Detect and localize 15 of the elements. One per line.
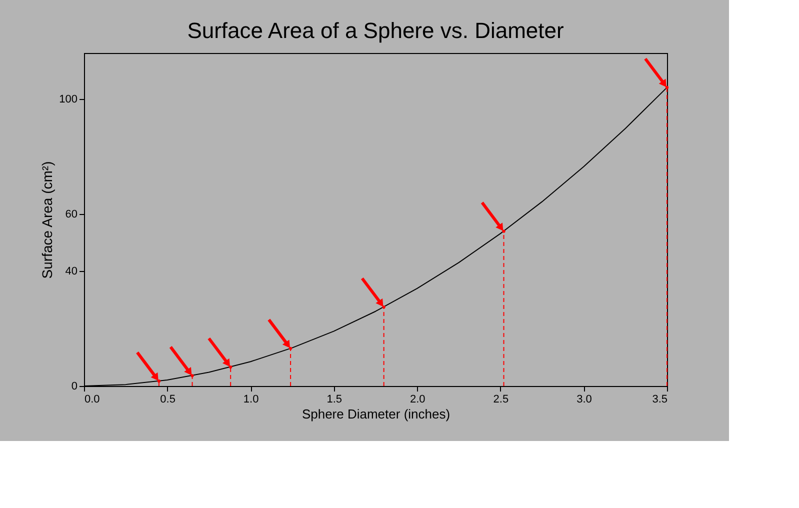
y-tick-label: 100 [59,93,78,106]
y-axis-title: Surface Area (cm²) [39,161,56,279]
y-tick-label: 0 [71,380,78,392]
x-axis-title: Sphere Diameter (inches) [302,406,450,422]
y-tick-label: 60 [65,208,78,220]
x-tick-label: 0.0 [84,394,100,406]
chart-title: Surface Area of a Sphere vs. Diameter [187,18,564,43]
x-tick-label: 3.5 [652,394,668,406]
x-tick-label: 2.5 [493,394,509,406]
x-tick-label: 2.0 [410,394,426,406]
y-tick-label: 40 [65,266,78,278]
x-tick-label: 3.0 [576,394,592,406]
x-tick-label: 1.5 [326,394,342,406]
x-tick-label: 0.5 [160,394,176,406]
x-tick-label: 1.0 [243,394,259,406]
